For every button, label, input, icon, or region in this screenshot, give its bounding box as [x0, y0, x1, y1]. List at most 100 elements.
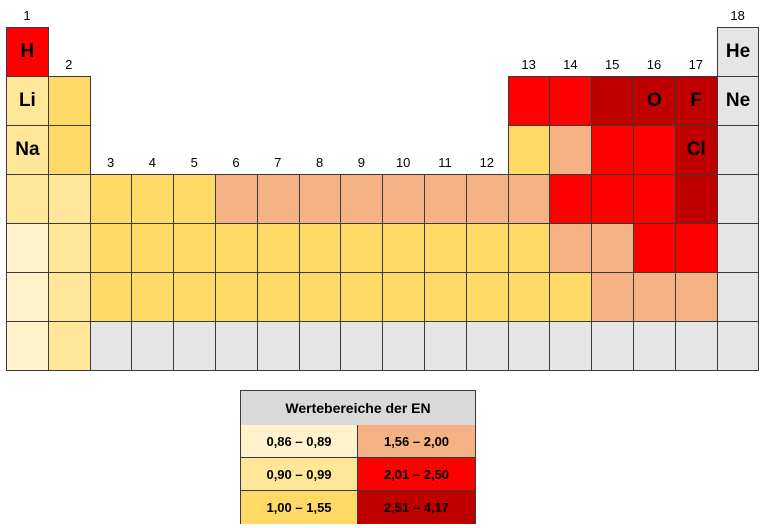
legend-entry: 0,90 – 0,99	[241, 458, 358, 491]
element-cell	[382, 272, 425, 322]
element-cell	[674, 174, 718, 224]
group-label: 18	[730, 8, 745, 23]
element-cell	[6, 174, 49, 224]
element-cell	[465, 321, 509, 371]
element-cell	[507, 174, 551, 224]
element-cell	[131, 272, 175, 322]
element-cell	[256, 321, 300, 371]
element-cell-cl: Cl	[674, 125, 718, 175]
element-cell	[215, 174, 258, 224]
element-cell	[6, 321, 49, 371]
element-cell	[173, 321, 216, 371]
element-cell	[424, 272, 467, 322]
element-cell	[340, 272, 384, 322]
element-cell	[47, 125, 91, 175]
element-cell	[256, 272, 300, 322]
element-cell-na: Na	[6, 125, 49, 175]
group-label: 15	[604, 57, 620, 72]
element-cell	[382, 223, 425, 273]
element-cell	[298, 321, 342, 371]
element-cell	[215, 321, 258, 371]
element-cell	[382, 321, 425, 371]
legend-entry: 0,86 – 0,89	[241, 425, 358, 458]
legend-entry: 2,01 – 2,50	[358, 458, 475, 491]
element-cell	[507, 76, 551, 126]
element-cell	[674, 272, 718, 322]
element-cell	[47, 321, 91, 371]
element-cell	[549, 174, 593, 224]
periodic-table: H He Li O F Ne Na Cl 1 2 3 4 5 6 7 8 9 10 11 12 13 14 15 16 17 18	[6, 8, 760, 371]
element-cell	[6, 272, 49, 322]
group-label: 2	[65, 57, 73, 72]
element-cell	[47, 272, 91, 322]
element-cell	[173, 272, 216, 322]
group-label: 5	[190, 155, 198, 170]
element-cell	[591, 174, 634, 224]
element-cell	[256, 223, 300, 273]
element-cell	[633, 321, 676, 371]
legend-entry: 2,51 – 4,17	[358, 491, 475, 524]
element-cell	[591, 321, 634, 371]
element-cell-o: O	[633, 76, 676, 126]
legend: Wertebereiche der EN 0,86 – 0,89 1,56 – 2…	[240, 390, 476, 524]
element-cell	[549, 76, 593, 126]
element-cell	[89, 174, 133, 224]
group-label: 10	[395, 155, 411, 170]
element-cell	[424, 321, 467, 371]
element-cell	[591, 76, 634, 126]
element-cell	[549, 125, 593, 175]
element-cell	[633, 174, 676, 224]
element-cell	[549, 321, 593, 371]
element-cell	[465, 223, 509, 273]
element-cell	[215, 223, 258, 273]
group-label: 12	[479, 155, 495, 170]
element-cell	[591, 125, 634, 175]
element-cell-he: He	[716, 27, 760, 77]
element-cell	[674, 321, 718, 371]
group-label: 16	[646, 57, 662, 72]
element-cell	[47, 223, 91, 273]
element-cell	[382, 174, 425, 224]
element-cell	[591, 223, 634, 273]
element-cell	[340, 223, 384, 273]
element-cell	[716, 174, 760, 224]
element-cell	[131, 223, 175, 273]
element-cell	[465, 272, 509, 322]
element-cell	[173, 223, 216, 273]
element-cell	[89, 272, 133, 322]
group-label: 14	[563, 57, 578, 72]
element-cell-f: F	[674, 76, 718, 126]
element-cell-li: Li	[6, 76, 49, 126]
group-label: 8	[315, 155, 324, 170]
element-cell	[549, 272, 593, 322]
group-label: 17	[688, 57, 704, 72]
element-cell	[716, 125, 760, 175]
element-cell	[6, 223, 49, 273]
element-cell	[633, 272, 676, 322]
element-cell	[424, 174, 467, 224]
group-label: 9	[357, 155, 365, 170]
element-cell	[633, 223, 676, 273]
group-label: 6	[232, 155, 240, 170]
element-cell	[47, 76, 91, 126]
element-cell	[591, 272, 634, 322]
element-cell	[340, 174, 384, 224]
legend-title: Wertebereiche der EN	[241, 391, 475, 426]
group-label: 4	[148, 155, 156, 170]
group-label: 13	[521, 57, 536, 72]
group-label: 1	[23, 8, 31, 23]
element-cell	[549, 223, 593, 273]
element-cell	[716, 272, 760, 322]
element-cell	[298, 272, 342, 322]
element-cell	[507, 321, 551, 371]
element-cell	[507, 223, 551, 273]
element-cell	[674, 223, 718, 273]
legend-entry: 1,00 – 1,55	[241, 491, 358, 524]
element-cell	[173, 174, 216, 224]
element-cell-h: H	[6, 27, 49, 77]
element-cell	[131, 321, 175, 371]
element-cell	[424, 223, 467, 273]
group-label: 11	[438, 155, 452, 170]
element-cell	[215, 272, 258, 322]
element-cell	[340, 321, 384, 371]
